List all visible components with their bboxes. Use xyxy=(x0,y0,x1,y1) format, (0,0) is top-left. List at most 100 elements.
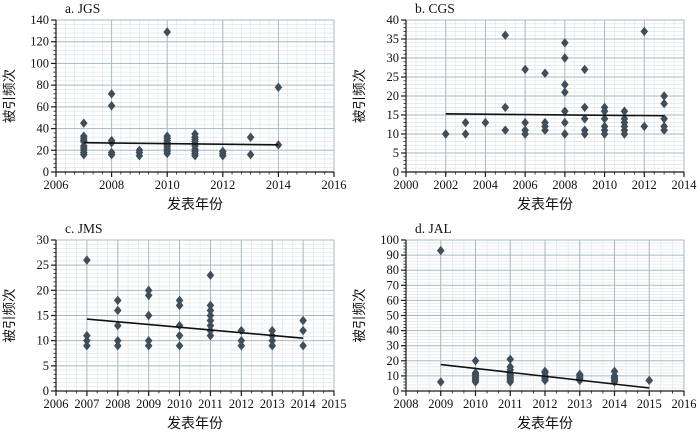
y-tick-label: 15 xyxy=(37,309,50,323)
data-points xyxy=(441,26,668,139)
scatter-point xyxy=(107,89,116,99)
scatter-point xyxy=(620,129,629,139)
y-tick-label: 70 xyxy=(387,278,400,292)
x-tick-label: 2007 xyxy=(74,397,99,411)
scatter-point xyxy=(206,310,215,321)
y-tick-label: 40 xyxy=(37,122,50,136)
scatter-point xyxy=(175,341,184,351)
scatter-point xyxy=(113,320,122,331)
scatter-point xyxy=(471,356,480,366)
scatter-point xyxy=(144,335,153,346)
y-tick-label: 80 xyxy=(387,263,400,277)
panel-b-cgs: 2000 2002 2004 2006 2008 2010 2012 2014 0 5 10 15 20… xyxy=(350,0,700,220)
scatter-point xyxy=(660,98,668,109)
scatter-point xyxy=(461,117,470,128)
scatter-point xyxy=(561,106,569,116)
x-axis-label: 发表年份 xyxy=(517,416,573,432)
scatter-point xyxy=(80,149,88,160)
scatter-point xyxy=(113,295,122,306)
y-tick-label: 60 xyxy=(37,100,50,114)
y-tick-label: 60 xyxy=(387,293,400,307)
x-tick-label: 2013 xyxy=(567,397,592,411)
chart-svg-2: 2000 2002 2004 2006 2008 2010 2012 2014 0 5 10 15 20… xyxy=(352,1,697,213)
x-tick-label: 2015 xyxy=(637,397,662,411)
scatter-point xyxy=(144,285,153,296)
x-tick-label: 2006 xyxy=(44,397,69,411)
y-tick-label: 15 xyxy=(387,108,400,122)
scatter-point xyxy=(481,117,490,128)
y-axis-label: 被引频次 xyxy=(2,289,17,343)
scatter-point xyxy=(521,117,529,128)
scatter-point xyxy=(107,149,116,160)
x-tick-label: 2010 xyxy=(463,397,488,411)
x-tick-label: 2016 xyxy=(672,397,697,411)
scatter-point xyxy=(561,129,569,139)
scatter-point xyxy=(561,87,569,97)
scatter-point xyxy=(163,27,171,37)
scatter-point xyxy=(436,377,445,387)
x-tick-label: 2011 xyxy=(498,397,523,411)
scatter-point xyxy=(299,341,307,351)
scatter-point xyxy=(580,114,589,124)
x-tick-label: 2008 xyxy=(394,397,419,411)
x-tick-label: 2015 xyxy=(322,397,347,411)
y-tick-label: 5 xyxy=(393,146,399,160)
scatter-point xyxy=(175,320,184,331)
y-tick-label: 120 xyxy=(30,35,49,49)
scatter-point xyxy=(237,335,246,346)
panel-a-jgs: 2006 2008 2010 2012 2014 2016 0 20 40 60 80 100 120 1… xyxy=(0,0,350,220)
scatter-point xyxy=(461,129,470,139)
scatter-point xyxy=(561,38,569,48)
scatter-point xyxy=(299,325,307,336)
y-tick-label: 20 xyxy=(37,283,50,297)
x-tick-label: 2012 xyxy=(210,178,235,192)
x-tick-label: 2010 xyxy=(155,178,180,192)
scatter-point xyxy=(144,341,153,351)
trend-line xyxy=(445,113,665,117)
grid-major xyxy=(55,239,335,392)
scatter-point xyxy=(620,106,629,116)
trend-line xyxy=(83,141,279,146)
y-tick-label: 90 xyxy=(387,248,400,262)
scatter-point xyxy=(441,129,450,139)
data-points xyxy=(83,255,307,351)
y-tick-label: 10 xyxy=(387,127,400,141)
x-tick-label: 2014 xyxy=(266,178,292,192)
x-axis-label: 发表年份 xyxy=(517,197,573,213)
scatter-point xyxy=(206,315,215,326)
scatter-point xyxy=(521,64,529,75)
panel-title: b. CGS xyxy=(415,1,455,16)
x-tick-label: 2012 xyxy=(229,397,254,411)
scatter-point xyxy=(274,140,283,150)
scatter-point xyxy=(191,151,199,161)
y-tick-label: 20 xyxy=(37,143,50,157)
x-tick-label: 2010 xyxy=(167,397,192,411)
y-tick-label: 30 xyxy=(387,51,400,65)
panel-title: c. JMS xyxy=(65,221,103,236)
scatter-point xyxy=(113,335,122,346)
y-tick-label: 0 xyxy=(43,165,49,179)
scatter-point xyxy=(107,101,116,111)
panel-title: d. JAL xyxy=(415,221,452,236)
scatter-point xyxy=(113,305,122,316)
x-tick-label: 2011 xyxy=(198,397,223,411)
axes: 2006 2007 2008 2009 2010 2011 2012 2013 2014 2015… xyxy=(37,233,347,411)
x-tick-label: 2013 xyxy=(260,397,285,411)
scatter-point xyxy=(610,377,619,387)
trend-line xyxy=(440,363,650,389)
y-tick-label: 20 xyxy=(387,89,400,103)
scatter-point xyxy=(163,148,171,159)
axes: 2008 2009 2010 2011 2012 2013 2014 2015 2016 0102… xyxy=(380,233,696,411)
scatter-point xyxy=(83,335,91,346)
scatter-point xyxy=(237,341,246,351)
scatter-point xyxy=(237,325,246,336)
y-tick-label: 80 xyxy=(37,78,50,92)
scatter-point xyxy=(580,102,589,113)
chart-svg-4: 2008 2009 2010 2011 2012 2013 2014 2015 2016 0102… xyxy=(352,221,697,432)
x-tick-label: 2000 xyxy=(394,178,419,192)
scatter-point xyxy=(274,82,283,93)
data-points xyxy=(80,27,283,161)
scatter-point xyxy=(561,53,569,63)
x-tick-label: 2012 xyxy=(533,397,558,411)
scatter-point xyxy=(175,330,184,341)
